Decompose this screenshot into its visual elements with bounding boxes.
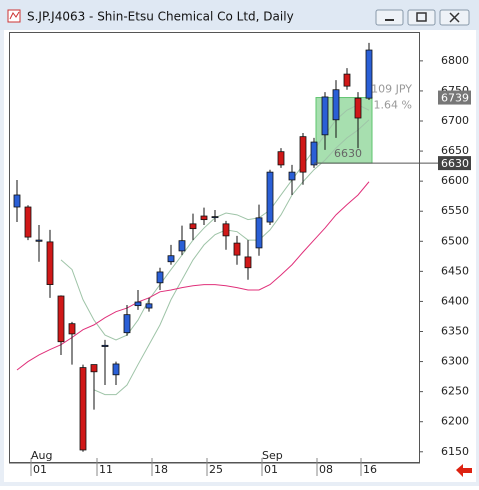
candle-body	[156, 271, 164, 284]
price-marker-box	[438, 90, 471, 105]
y-tick-label: 6650	[441, 144, 469, 157]
candle-body	[343, 73, 351, 87]
y-tick-label: 6700	[441, 114, 469, 127]
candle-body	[266, 171, 274, 223]
month-label: Aug	[31, 449, 52, 462]
candle-body	[189, 223, 197, 230]
x-tick-label: 01	[264, 463, 278, 476]
candle-body	[46, 241, 54, 285]
price-marker-box	[438, 156, 471, 171]
price-marker-label: 6739	[441, 92, 469, 105]
x-tick-label: 01	[33, 463, 47, 476]
candle-body	[123, 314, 131, 334]
candle-body	[24, 206, 32, 238]
candle-body	[200, 215, 208, 221]
y-tick-label: 6150	[441, 445, 469, 458]
y-tick-label: 6300	[441, 355, 469, 368]
candle-body	[222, 223, 230, 237]
range-change: 109 JPY	[371, 83, 412, 96]
app-icon-glyph	[9, 11, 20, 20]
y-tick-label: 6400	[441, 294, 469, 307]
candle-body	[321, 96, 329, 136]
close-glyph	[449, 12, 460, 23]
range-low-label: 6630	[334, 147, 362, 160]
candle-body	[332, 89, 340, 121]
candle-body	[57, 295, 65, 343]
candle-body	[288, 171, 296, 181]
candle-body	[277, 151, 285, 166]
range-percent: 1.64 %	[374, 99, 412, 112]
x-tick-label: 08	[319, 463, 333, 476]
y-tick-label: 6500	[441, 234, 469, 247]
candle-body	[211, 216, 219, 219]
y-tick-label: 6350	[441, 324, 469, 337]
moving-average-line	[93, 119, 370, 396]
x-tick-label: 16	[363, 463, 377, 476]
candle-body	[13, 194, 21, 208]
maximize-glyph	[416, 12, 427, 22]
candle-body	[145, 303, 153, 309]
candle-body	[68, 323, 76, 335]
maximize-button[interactable]	[407, 9, 436, 26]
candle-body	[244, 256, 252, 269]
scroll-arrow[interactable]	[456, 464, 472, 477]
candle-body	[299, 136, 307, 173]
candle-body	[167, 255, 175, 263]
candle-body	[255, 217, 263, 249]
y-tick-label: 6450	[441, 264, 469, 277]
candle-body	[178, 240, 186, 252]
candle-body	[112, 363, 120, 376]
y-tick-label: 6550	[441, 204, 469, 217]
x-tick-label: 18	[154, 463, 168, 476]
candle-body	[79, 367, 87, 451]
candle-body	[365, 49, 373, 99]
candle-body	[354, 97, 362, 119]
app-icon	[7, 9, 21, 23]
candle-body	[90, 364, 98, 373]
price-marker-label: 6630	[441, 157, 469, 170]
candle-body	[310, 141, 318, 166]
month-label: Sep	[262, 449, 283, 462]
moving-average-line	[16, 181, 370, 371]
candle-body	[233, 242, 241, 256]
y-tick-label: 6600	[441, 174, 469, 187]
window-title: S.JP.J4063 - Shin-Etsu Chemical Co Ltd, …	[27, 10, 294, 24]
plot-content	[13, 42, 373, 452]
y-tick-label: 6200	[441, 415, 469, 428]
minimize-button[interactable]	[375, 9, 404, 26]
x-tick-label: 11	[99, 463, 113, 476]
y-tick-label: 6250	[441, 385, 469, 398]
candle-body	[35, 239, 43, 242]
y-tick-label: 6800	[441, 54, 469, 67]
x-tick-label: 25	[209, 463, 223, 476]
candle-body	[134, 301, 142, 307]
candle-body	[101, 344, 109, 347]
